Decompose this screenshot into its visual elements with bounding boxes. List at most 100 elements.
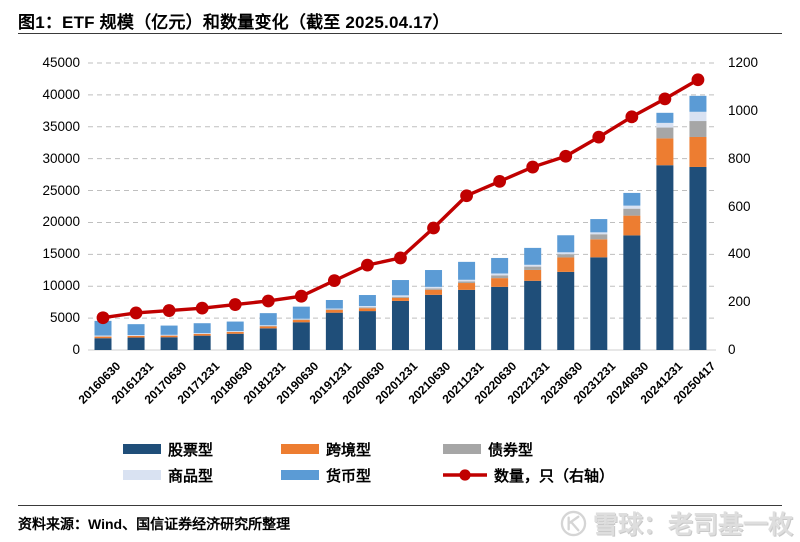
count-line-marker xyxy=(427,221,440,235)
count-line-marker xyxy=(526,160,540,174)
legend-label: 商品型 xyxy=(168,467,214,485)
left-axis-tick: 0 xyxy=(72,342,80,357)
bar-segment-跨境型 xyxy=(689,136,707,167)
bar-segment-债券型 xyxy=(689,121,707,137)
count-line-marker xyxy=(162,304,176,317)
bar-segment-跨境型 xyxy=(193,333,211,336)
count-line-marker xyxy=(691,73,705,87)
left-axis-tick: 40000 xyxy=(42,86,80,102)
bar-segment-商品型 xyxy=(623,205,641,209)
bar-segment-跨境型 xyxy=(325,310,343,313)
left-axis-tick: 15000 xyxy=(42,246,80,262)
footer-divider xyxy=(18,505,782,506)
bar-segment-跨境型 xyxy=(557,257,575,272)
bar-segment-商品型 xyxy=(94,335,112,337)
bar-segment-货币型 xyxy=(160,325,178,335)
bar-segment-货币型 xyxy=(524,247,542,265)
bar-segment-跨境型 xyxy=(94,336,112,339)
bar-segment-股票型 xyxy=(325,312,343,350)
bar-segment-货币型 xyxy=(358,295,376,306)
bar-segment-跨境型 xyxy=(524,269,542,281)
bar-segment-债券型 xyxy=(358,307,376,309)
bar-segment-跨境型 xyxy=(623,215,641,236)
bar-segment-股票型 xyxy=(590,257,608,350)
bar-segment-股票型 xyxy=(193,335,211,350)
count-line-marker xyxy=(327,274,341,288)
bar-segment-商品型 xyxy=(491,273,509,276)
count-line-marker xyxy=(658,92,672,106)
bar-segment-债券型 xyxy=(623,208,641,216)
count-line-marker xyxy=(261,294,275,308)
right-axis-tick: 400 xyxy=(728,246,751,262)
watermark: 雪球：老司基一枚 xyxy=(560,505,793,541)
bar-segment-股票型 xyxy=(425,294,443,350)
legend-line-sample xyxy=(443,469,487,481)
bar-segment-股票型 xyxy=(491,286,509,350)
legend-label: 数量，只（右轴） xyxy=(494,467,615,485)
right-axis-tick: 800 xyxy=(728,150,751,166)
count-line-marker xyxy=(559,149,573,163)
chart-title: 图1：ETF 规模（亿元）和数量变化（截至 2025.04.17） xyxy=(18,13,450,32)
bar-segment-商品型 xyxy=(557,252,575,255)
bar-segment-跨境型 xyxy=(590,239,608,258)
bar-segment-债券型 xyxy=(292,319,310,321)
count-line-marker xyxy=(228,298,242,311)
bar-segment-股票型 xyxy=(259,328,277,350)
bar-segment-债券型 xyxy=(590,234,608,240)
count-line-marker xyxy=(493,174,507,188)
count-line-marker xyxy=(460,189,473,203)
bar-segment-债券型 xyxy=(557,254,575,258)
bar-segment-货币型 xyxy=(656,112,674,123)
bar-segment-货币型 xyxy=(226,321,244,332)
data-source-note: 资料来源：Wind、国信证券经济研究所整理 xyxy=(18,516,291,532)
count-line-marker xyxy=(394,251,407,265)
right-axis-tick: 0 xyxy=(728,342,736,357)
bar-segment-股票型 xyxy=(458,289,476,350)
bar-segment-货币型 xyxy=(458,261,476,280)
count-line-marker xyxy=(361,258,374,272)
bar-segment-股票型 xyxy=(557,271,575,350)
bar-segment-商品型 xyxy=(358,305,376,308)
bar-segment-商品型 xyxy=(127,335,145,336)
watermark-text: 雪球：老司基一枚 xyxy=(593,511,794,539)
left-axis-tick: 5000 xyxy=(49,310,80,326)
count-line-marker xyxy=(96,311,110,325)
bar-segment-商品型 xyxy=(391,295,409,297)
bar-segment-债券型 xyxy=(325,309,343,311)
legend-swatch xyxy=(123,444,161,454)
count-line-marker xyxy=(195,301,209,315)
bar-segment-股票型 xyxy=(127,337,145,350)
bar-segment-跨境型 xyxy=(127,335,145,338)
bar-segment-股票型 xyxy=(391,300,409,350)
bar-segment-股票型 xyxy=(623,235,641,350)
legend-label: 跨境型 xyxy=(326,441,372,459)
bar-segment-股票型 xyxy=(656,165,674,350)
bar-segment-货币型 xyxy=(259,313,277,326)
legend-item-跨境型: 跨境型 xyxy=(281,439,443,460)
bar-segment-商品型 xyxy=(656,122,674,128)
legend-swatch xyxy=(123,470,161,480)
count-line-marker xyxy=(625,110,639,124)
left-axis-tick: 10000 xyxy=(42,278,80,294)
bar-segment-商品型 xyxy=(689,111,707,122)
bar-segment-货币型 xyxy=(292,306,310,319)
legend-swatch xyxy=(281,444,319,454)
xueqiu-logo-icon xyxy=(560,510,587,536)
bar-segment-商品型 xyxy=(292,318,310,320)
bar-segment-跨境型 xyxy=(425,289,443,295)
bar-segment-跨境型 xyxy=(491,278,509,287)
left-axis-tick: 35000 xyxy=(42,118,80,134)
bar-segment-货币型 xyxy=(491,257,509,274)
bar-segment-商品型 xyxy=(425,286,443,289)
bar-segment-股票型 xyxy=(689,166,707,350)
bar-segment-债券型 xyxy=(491,275,509,279)
chart-canvas xyxy=(88,62,716,351)
bar-segment-跨境型 xyxy=(226,332,244,334)
right-axis-tick: 1200 xyxy=(728,55,759,70)
legend-item-货币型: 货币型 xyxy=(281,465,443,486)
count-line-marker xyxy=(592,130,606,144)
bar-segment-债券型 xyxy=(425,288,443,290)
title-divider xyxy=(18,33,782,34)
